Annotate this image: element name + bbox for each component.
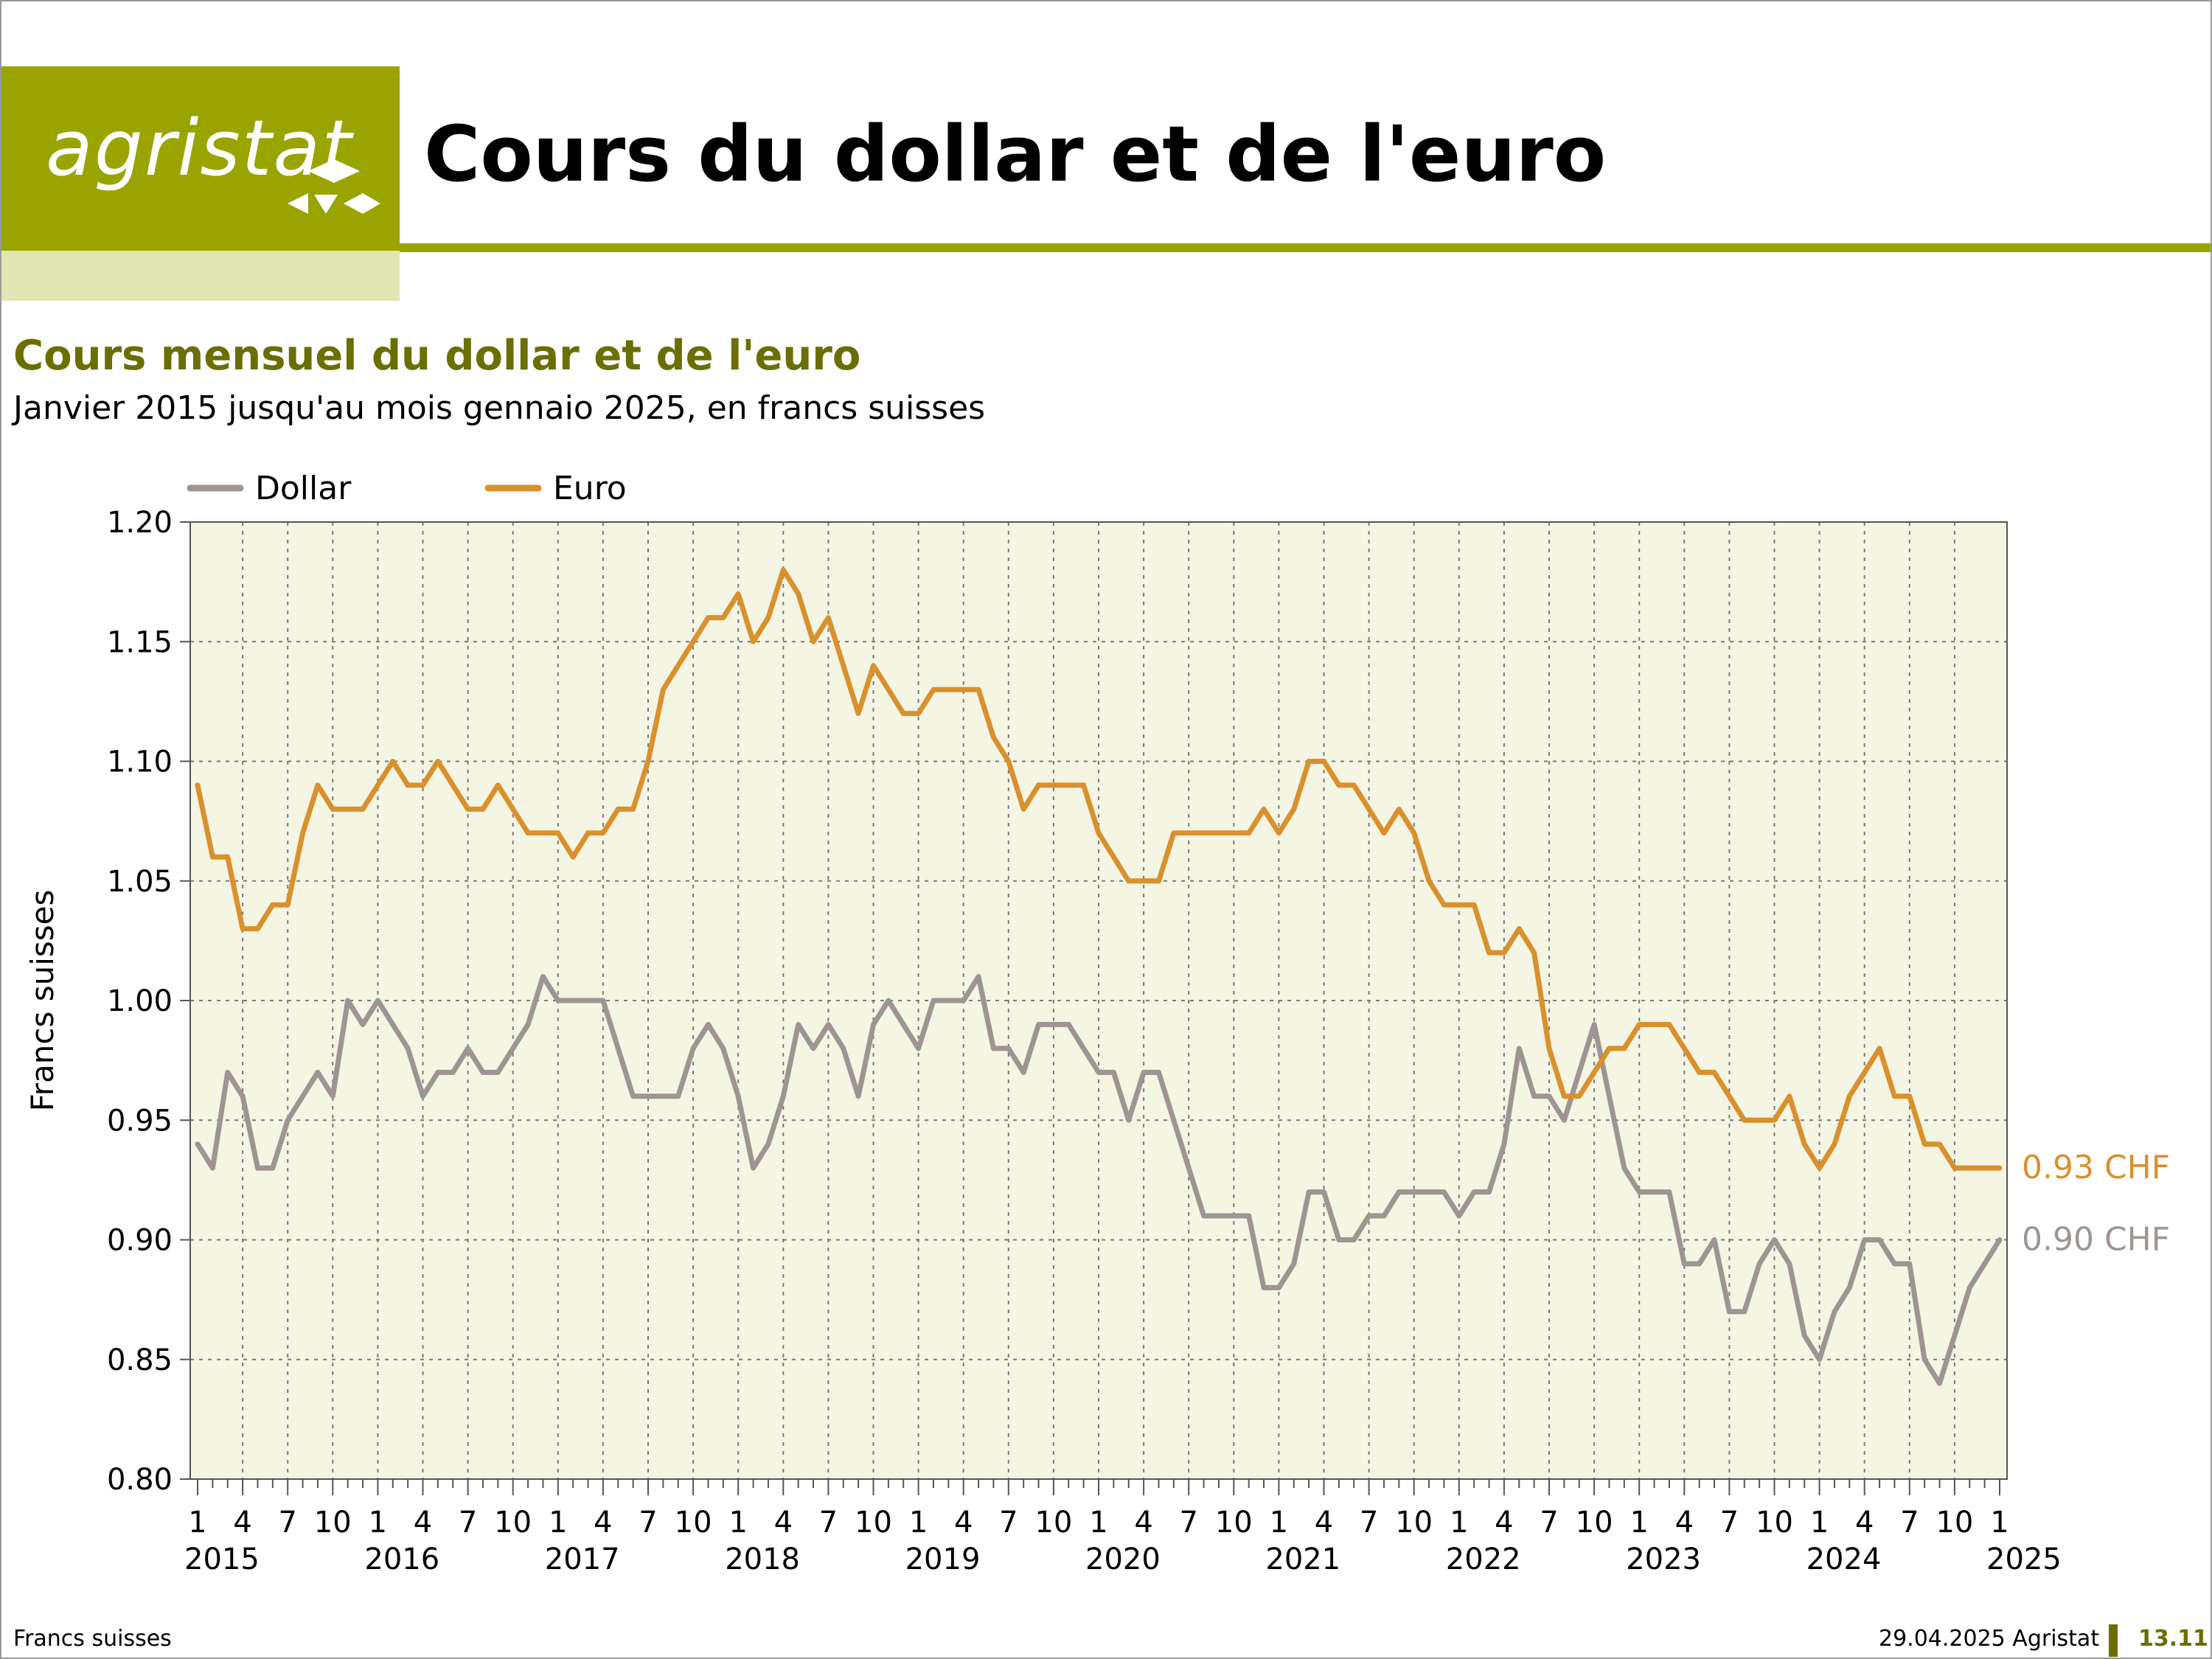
y-tick-label: 1.00 [107,984,173,1018]
x-month-label: 4 [954,1506,973,1540]
series-line-euro [195,567,2003,1171]
y-tick-label: 0.85 [107,1343,173,1377]
x-month-label: 4 [1495,1506,1513,1540]
legend-label-euro: Euro [553,470,627,507]
x-year-label: 2016 [364,1543,439,1576]
line-chart: 0.800.850.900.951.001.051.101.151.201201… [24,470,2170,1576]
x-year-label: 2020 [1085,1543,1161,1576]
x-month-label: 4 [1134,1506,1152,1540]
x-year-label: 2018 [725,1543,800,1576]
x-month-label: 1 [1089,1506,1107,1540]
x-month-label: 1 [728,1506,747,1540]
page-number: 13.11 [2138,1626,2208,1652]
footer-date: 29.04.2025 Agristat [1879,1626,2100,1652]
x-month-label: 7 [639,1506,657,1540]
x-month-label: 10 [1395,1506,1433,1540]
x-month-label: 7 [1540,1506,1558,1540]
x-month-label: 4 [1855,1506,1874,1540]
series-line-dollar [195,974,2003,1386]
x-month-label: 10 [1034,1506,1072,1540]
x-month-label: 7 [459,1506,477,1540]
x-month-label: 10 [855,1506,892,1540]
plot-border [189,521,2008,1480]
x-month-label: 1 [549,1506,567,1540]
page-title: Cours du dollar et de l'euro [424,109,1607,199]
y-tick-label: 1.10 [107,745,173,779]
x-year-label: 2017 [545,1543,620,1576]
x-month-label: 7 [999,1506,1018,1540]
x-month-label: 4 [233,1506,251,1540]
logo-strip [1,251,400,301]
x-month-label: 10 [1756,1506,1793,1540]
end-label-dollar: 0.90 CHF [2022,1221,2170,1259]
x-month-label: 10 [314,1506,352,1540]
x-month-label: 1 [1450,1506,1468,1540]
x-month-label: 4 [774,1506,793,1540]
chart-title: Cours mensuel du dollar et de l'euro [13,332,861,380]
x-month-label: 7 [1900,1506,1919,1540]
y-tick-label: 0.90 [107,1224,173,1258]
y-tick-label: 1.15 [107,625,173,659]
x-month-label: 7 [1720,1506,1739,1540]
end-label-euro: 0.93 CHF [2022,1149,2170,1186]
y-tick-label: 0.80 [107,1463,173,1497]
x-year-label: 2023 [1626,1543,1701,1576]
x-month-label: 10 [1576,1506,1613,1540]
x-month-label: 7 [278,1506,296,1540]
logo-mark-icon [288,159,380,214]
x-year-label: 2021 [1265,1543,1340,1576]
logo-text: agristat [46,103,353,193]
x-month-label: 1 [1630,1506,1648,1540]
x-year-label: 2025 [1986,1543,2062,1576]
x-month-label: 1 [188,1506,206,1540]
x-month-label: 1 [1270,1506,1288,1540]
x-month-label: 1 [1810,1506,1829,1540]
x-month-label: 7 [1179,1506,1197,1540]
x-month-label: 4 [1675,1506,1694,1540]
x-year-label: 2022 [1446,1543,1521,1576]
logo-block [1,66,400,251]
y-tick-label: 1.20 [107,506,173,540]
x-month-label: 10 [675,1506,712,1540]
x-month-label: 1 [369,1506,387,1540]
y-tick-label: 1.05 [107,865,173,899]
y-tick-label: 0.95 [107,1104,173,1138]
x-month-label: 4 [414,1506,432,1540]
legend-label-dollar: Dollar [255,470,352,507]
header-rule [400,243,2211,252]
footer-divider [2109,1624,2118,1657]
chart-subtitle: Janvier 2015 jusqu'au mois gennaio 2025,… [13,389,986,427]
x-year-label: 2024 [1806,1543,1882,1576]
x-year-label: 2015 [184,1543,260,1576]
x-month-label: 10 [1215,1506,1253,1540]
footer-unit: Francs suisses [13,1626,172,1652]
x-month-label: 7 [1360,1506,1378,1540]
x-month-label: 10 [1935,1506,1973,1540]
x-month-label: 7 [819,1506,838,1540]
x-month-label: 10 [494,1506,532,1540]
x-month-label: 4 [1315,1506,1333,1540]
x-month-label: 1 [1990,1506,2008,1540]
x-month-label: 4 [594,1506,612,1540]
x-year-label: 2019 [905,1543,981,1576]
y-axis-label: Francs suisses [24,890,60,1112]
x-month-label: 1 [909,1506,928,1540]
